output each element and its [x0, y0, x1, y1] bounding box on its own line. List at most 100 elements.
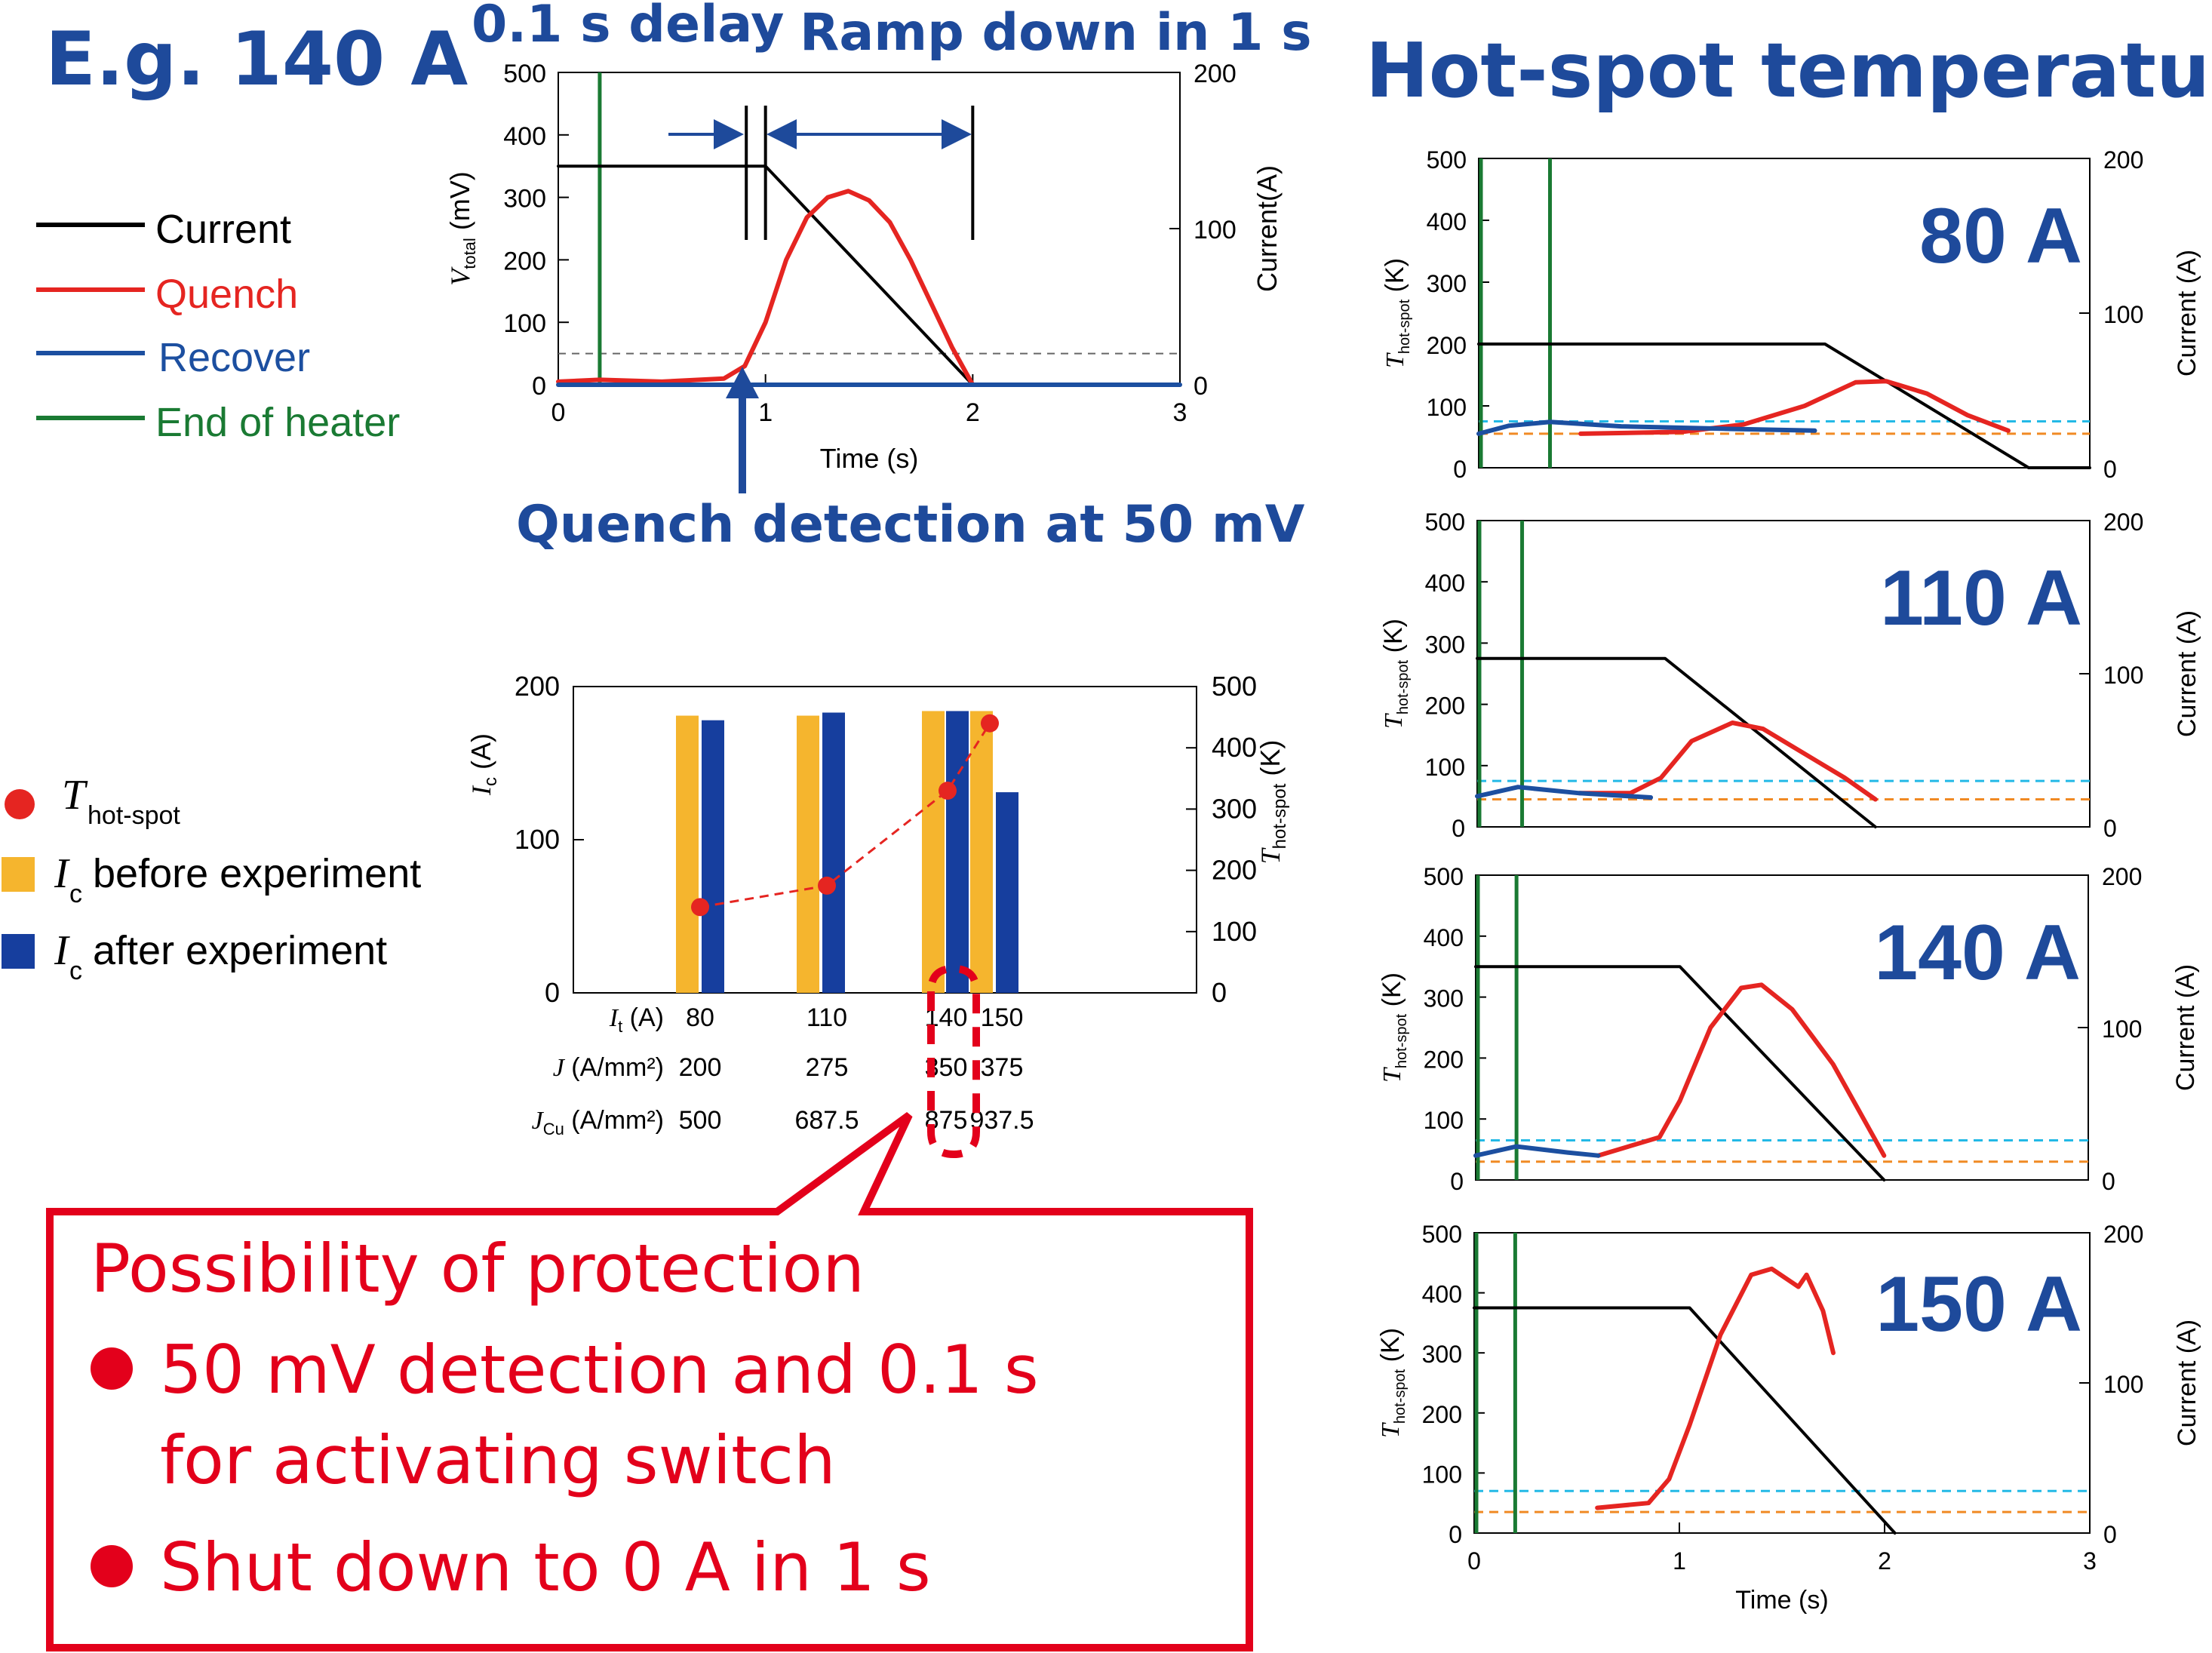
bar-ic-after	[822, 712, 845, 993]
series-current	[1473, 1306, 1897, 1535]
y-axis-label-unit: (K)	[1376, 1328, 1405, 1369]
y-tick-label: 0	[1453, 456, 1467, 483]
callout-bullet-1	[91, 1347, 133, 1390]
y2-tick-label: 100	[2103, 301, 2143, 328]
y-tick-label: 100	[1425, 754, 1465, 781]
y2-tick-label: 300	[1212, 793, 1257, 824]
y-tick-label: 100	[503, 309, 546, 338]
y-axis-label-sub: total	[460, 238, 479, 269]
series-quench	[556, 189, 975, 387]
y2-tick-label: 100	[2103, 1371, 2143, 1398]
y-tick-label: 100	[515, 824, 560, 855]
panel-current-label: 110 A	[1880, 555, 2082, 642]
legend-ic-after-text: after experiment	[81, 928, 387, 973]
y2-tick-label: 0	[2103, 815, 2117, 842]
headline-hotspot: Hot-spot temperature	[1366, 26, 2212, 115]
y2-axis-label: Current (A)	[2173, 1320, 2201, 1446]
series-current	[1474, 965, 1886, 1181]
headline-example: E.g. 140 A	[45, 17, 468, 103]
bar-ic-before	[970, 711, 993, 993]
y-axis-label-unit: (K)	[1378, 972, 1406, 1014]
y-tick-label: 100	[1424, 1107, 1464, 1134]
row-label: JCu (A/mm²)	[532, 1106, 664, 1138]
bar-ic-before	[676, 715, 699, 993]
y2-tick-label: 0	[2102, 1168, 2115, 1195]
y-tick-label: 100	[1427, 394, 1467, 421]
y-tick-label: 300	[503, 185, 546, 214]
x-tick-label: 2	[966, 398, 980, 427]
y-tick-label: 200	[1425, 693, 1465, 720]
y2-tick-label: 0	[1194, 372, 1208, 401]
panel-current-label: 80 A	[1919, 192, 2082, 280]
row-label: J (A/mm²)	[553, 1053, 664, 1082]
y2-axis-label: Thot-spot (K)	[1255, 740, 1290, 865]
category-label: 110	[806, 1003, 847, 1032]
y2-tick-label: 0	[2103, 1521, 2117, 1548]
y-axis-label: Ic (A)	[465, 733, 501, 796]
y-tick-label: 400	[1425, 570, 1465, 597]
legend-ic-after-sub: c	[69, 957, 82, 985]
legend-thot-symbol: T	[62, 772, 88, 819]
y2-axis-label-sub: hot-spot	[1270, 783, 1290, 849]
y-axis-label: Thot-spot (K)	[1376, 1328, 1409, 1438]
series-quench	[1595, 1266, 1836, 1510]
row-label-unit: (A/mm²)	[564, 1053, 664, 1082]
jcu-value: 687.5	[794, 1106, 859, 1135]
y2-tick-label: 100	[1212, 916, 1257, 947]
legend-thot-marker	[5, 789, 35, 819]
series-current	[1477, 343, 2091, 469]
j-value: 275	[806, 1053, 849, 1082]
y2-tick-label: 0	[1212, 977, 1227, 1008]
chart-hotspot_80A: 0 100 200 300 400 500 0 100 200 Thot-spot (K) Curr…	[1381, 146, 2201, 483]
chart-hotspot_140A: 0 100 200 300 400 500 0 100 200 Thot-spot (K) Curr…	[1378, 863, 2200, 1195]
y-tick-label: 100	[1422, 1461, 1462, 1488]
y-axis-label-sub: hot-spot	[1396, 299, 1413, 354]
callout-box: Possibility of protection 50 mV detectio…	[46, 1111, 1253, 1651]
legend-quench-label: Quench	[155, 272, 298, 317]
x-tick-label: 3	[1173, 398, 1187, 427]
bar-ic-after	[946, 711, 969, 993]
y-axis-label: Thot-spot (K)	[1381, 258, 1413, 368]
y2-tick-label: 200	[2103, 508, 2143, 536]
series-recover	[1475, 785, 1654, 800]
x-tick-label: 2	[1878, 1547, 1891, 1575]
bar-ic-before	[797, 715, 819, 993]
y-tick-label: 200	[515, 671, 560, 702]
y2-tick-label: 200	[1194, 60, 1237, 88]
y-axis-label-main: T	[1380, 713, 1408, 729]
y2-axis-label: Current (A)	[2171, 964, 2200, 1091]
y-tick-label: 200	[503, 247, 546, 275]
y-axis-label-main: V	[445, 266, 475, 286]
y-axis-label-unit: (K)	[1379, 619, 1408, 660]
y2-tick-label: 400	[1212, 732, 1257, 763]
y-axis-label-main: T	[1381, 352, 1409, 368]
series-quench	[1577, 720, 1878, 802]
bar-ic-before	[922, 711, 945, 993]
y2-axis-label: Current(A)	[1252, 165, 1283, 292]
x-tick-label: 1	[1673, 1547, 1686, 1575]
row-label-sub: t	[618, 1017, 622, 1036]
legend-thot-sub: hot-spot	[88, 801, 180, 830]
thot-point	[981, 714, 999, 733]
headline-detection: Quench detection at 50 mV	[516, 495, 1305, 555]
detection-arrowhead	[726, 367, 759, 398]
y-tick-label: 400	[1422, 1281, 1462, 1308]
y-axis-label-unit: (A)	[465, 733, 496, 777]
legend-heater-label: End of heater	[155, 400, 400, 445]
y-tick-label: 300	[1427, 270, 1467, 297]
x-tick-label: 1	[758, 398, 773, 427]
legend-recover-label: Recover	[158, 335, 310, 380]
y-axis-label: Thot-spot (K)	[1378, 972, 1410, 1083]
y-axis-label-sub: hot-spot	[1393, 1013, 1410, 1068]
series-current	[1476, 656, 1877, 828]
row-label: It (A)	[609, 1003, 664, 1036]
highlight-140-ellipse	[927, 964, 980, 1159]
y2-tick-label: 200	[1212, 855, 1257, 886]
callout-bullet-1b: for activating switch	[160, 1421, 836, 1499]
category-label: 150	[981, 1003, 1024, 1032]
y-tick-label: 300	[1422, 1341, 1462, 1368]
callout-bullet-1a: 50 mV detection and 0.1 s	[160, 1331, 1039, 1409]
series-quench	[1596, 982, 1887, 1158]
